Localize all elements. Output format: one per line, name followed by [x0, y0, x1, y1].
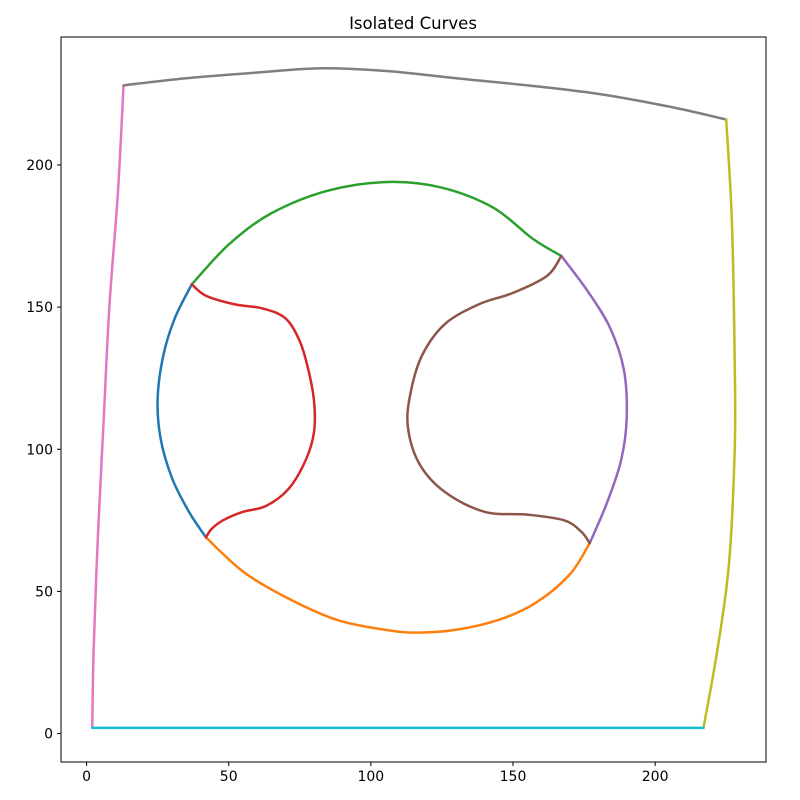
x-tick-label-50: 50 — [220, 769, 238, 785]
curve-series-2 — [190, 180, 563, 286]
axis-layer: 0 50 100 150 200 0 50 100 150 200 — [26, 158, 668, 785]
curve-series-8 — [702, 118, 737, 730]
x-tick-label-100: 100 — [357, 769, 384, 785]
y-tick-label-0: 0 — [44, 727, 53, 743]
curve-series-3 — [190, 283, 317, 539]
chart-title: Isolated Curves — [349, 14, 477, 33]
plot-area-frame — [60, 36, 767, 763]
series-layer — [91, 67, 737, 730]
y-tick-label-100: 100 — [26, 442, 53, 458]
curve-series-0 — [156, 283, 208, 539]
y-tick-label-150: 150 — [26, 300, 53, 316]
curve-series-5 — [406, 254, 591, 545]
x-tick-label-0: 0 — [82, 769, 91, 785]
y-tick-label-200: 200 — [26, 158, 53, 174]
x-tick-label-150: 150 — [500, 769, 527, 785]
x-tick-label-200: 200 — [642, 769, 669, 785]
y-tick-label-50: 50 — [35, 584, 53, 600]
curve-series-6 — [91, 84, 125, 730]
curve-series-4 — [560, 254, 629, 545]
curve-series-1 — [204, 536, 591, 634]
curve-series-7 — [122, 67, 728, 121]
